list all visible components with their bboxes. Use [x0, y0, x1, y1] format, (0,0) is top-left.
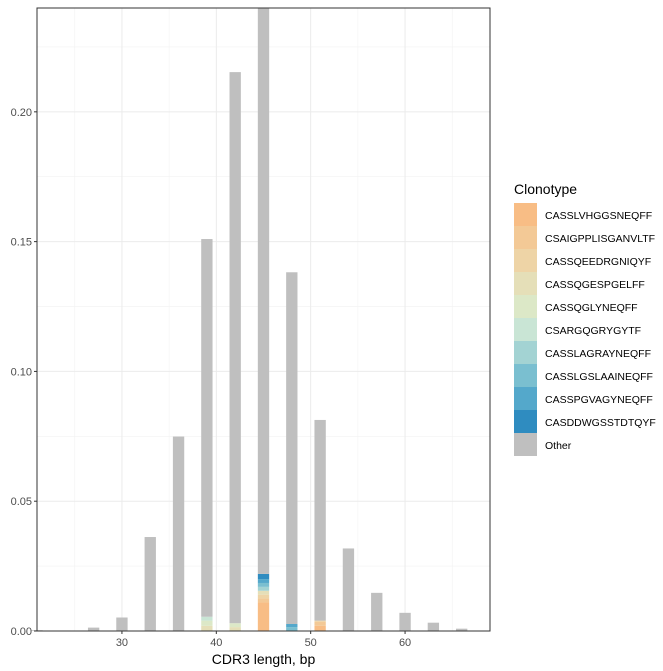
- bar-segment-other: [144, 537, 156, 631]
- legend-item: CASSLAGRAYNEQFF: [514, 341, 651, 364]
- bar-segment-casslgslaaineqff: [286, 627, 298, 631]
- x-axis: 30 40 50 60: [116, 631, 411, 649]
- bar-segment-other: [427, 622, 440, 631]
- legend-item: CSARGQGRYGYTF: [514, 318, 641, 341]
- legend-swatch: [514, 433, 537, 456]
- bar-segment-other: [116, 617, 128, 631]
- bar-segment-cassqglyneqff: [201, 620, 213, 626]
- y-tick-label: 0.00: [11, 626, 32, 638]
- legend-item: CSAIGPPLISGANVLTF: [514, 226, 655, 249]
- legend-item: CASSQEEDRGNIQYF: [514, 249, 651, 272]
- legend-swatch: [514, 203, 537, 226]
- legend-item: CASSLVHGGSNEQFF: [514, 203, 652, 226]
- y-axis: 0.00 0.05 0.10 0.15 0.20: [11, 107, 37, 638]
- y-tick-label: 0.20: [11, 107, 32, 119]
- bar-segment-csargqgrygytf: [201, 616, 213, 621]
- legend-swatch: [514, 249, 537, 272]
- legend-swatch: [514, 318, 537, 341]
- bar-segment-csaigpplisganvltf: [314, 621, 326, 626]
- bar-segment-other: [314, 419, 326, 621]
- legend-items: CASSLVHGGSNEQFF CSAIGPPLISGANVLTF CASSQEED…: [514, 203, 656, 456]
- x-tick-label: 60: [399, 637, 411, 649]
- legend-swatch: [514, 387, 537, 410]
- bar-segment-casslvhggsneqff: [314, 625, 326, 631]
- legend-item: CASDDWGSSTDTQYF: [514, 410, 656, 433]
- bar-segment-cassqgespgelff: [257, 590, 270, 595]
- bar-segment-other: [342, 548, 355, 631]
- y-tick-label: 0.05: [11, 496, 32, 508]
- bar-segment-cassqgespgelff: [201, 625, 213, 631]
- bar-segment-casslvhggsneqff: [257, 602, 270, 631]
- legend-item: CASSLGSLAAINEQFF: [514, 364, 653, 387]
- legend-item: CASSQGESPGELFF: [514, 272, 645, 295]
- legend-swatch: [514, 226, 537, 249]
- bar-segment-cassqeedrgniqyf: [257, 594, 270, 599]
- legend-title: Clonotype: [514, 181, 577, 197]
- legend-item: CASSPGVAGYNEQFF: [514, 387, 653, 410]
- legend-label: CASDDWGSSTDTQYF: [545, 417, 656, 429]
- bar-segment-other: [201, 239, 213, 617]
- bar-segment-other: [172, 436, 185, 631]
- bar-segment-other: [257, 8, 270, 574]
- legend-swatch: [514, 295, 537, 318]
- bar-segment-casddwgsstdtqyf: [257, 573, 270, 580]
- legend-label: CASSQGESPGELFF: [545, 279, 645, 291]
- bar-segment-other: [87, 627, 100, 631]
- bar-segment-other: [229, 72, 241, 624]
- legend-label: CSARGQGRYGYTF: [545, 325, 641, 337]
- bar-segment-cassqeedrgniqyf: [314, 620, 326, 622]
- bar-segment-casspgvagyneqff: [257, 579, 270, 583]
- bar-segment-cassqgespgelff: [229, 627, 241, 631]
- bar-segment-casspgvagyneqff: [286, 623, 298, 628]
- bar-segment-casslagrayneqff: [257, 586, 270, 591]
- x-tick-label: 30: [116, 637, 128, 649]
- legend-label: Other: [545, 440, 572, 452]
- legend: Clonotype CASSLVHGGSNEQFF CSAIGPPLISGANVL…: [514, 181, 656, 456]
- x-tick-label: 40: [210, 637, 222, 649]
- legend-label: CASSLAGRAYNEQFF: [545, 348, 651, 360]
- panel-border: [36, 7, 491, 632]
- bar-segment-other: [371, 592, 383, 631]
- x-axis-label: CDR3 length, bp: [212, 651, 316, 667]
- legend-swatch: [514, 341, 537, 364]
- bars-layer: [31, 8, 468, 631]
- legend-swatch: [514, 364, 537, 387]
- legend-swatch: [514, 410, 537, 433]
- legend-item: Other: [514, 433, 572, 456]
- legend-label: CASSLGSLAAINEQFF: [545, 371, 653, 383]
- bar-segment-casslgslaaineqff: [257, 582, 270, 587]
- bar-segment-other: [286, 272, 298, 624]
- bar-segment-csaigpplisganvltf: [257, 598, 270, 603]
- bar-segment-other: [456, 628, 468, 631]
- bar-segment-other: [399, 612, 411, 631]
- legend-label: CASSLVHGGSNEQFF: [545, 210, 652, 222]
- y-tick-label: 0.15: [11, 237, 32, 249]
- legend-label: CSAIGPPLISGANVLTF: [545, 233, 655, 245]
- legend-label: CASSQGLYNEQFF: [545, 302, 638, 314]
- legend-label: CASSPGVAGYNEQFF: [545, 394, 653, 406]
- x-tick-label: 50: [305, 637, 317, 649]
- bar-segment-cassqglyneqff: [229, 623, 241, 628]
- legend-label: CASSQEEDRGNIQYF: [545, 256, 651, 268]
- y-tick-label: 0.10: [11, 366, 32, 378]
- legend-item: CASSQGLYNEQFF: [514, 295, 638, 318]
- legend-swatch: [514, 272, 537, 295]
